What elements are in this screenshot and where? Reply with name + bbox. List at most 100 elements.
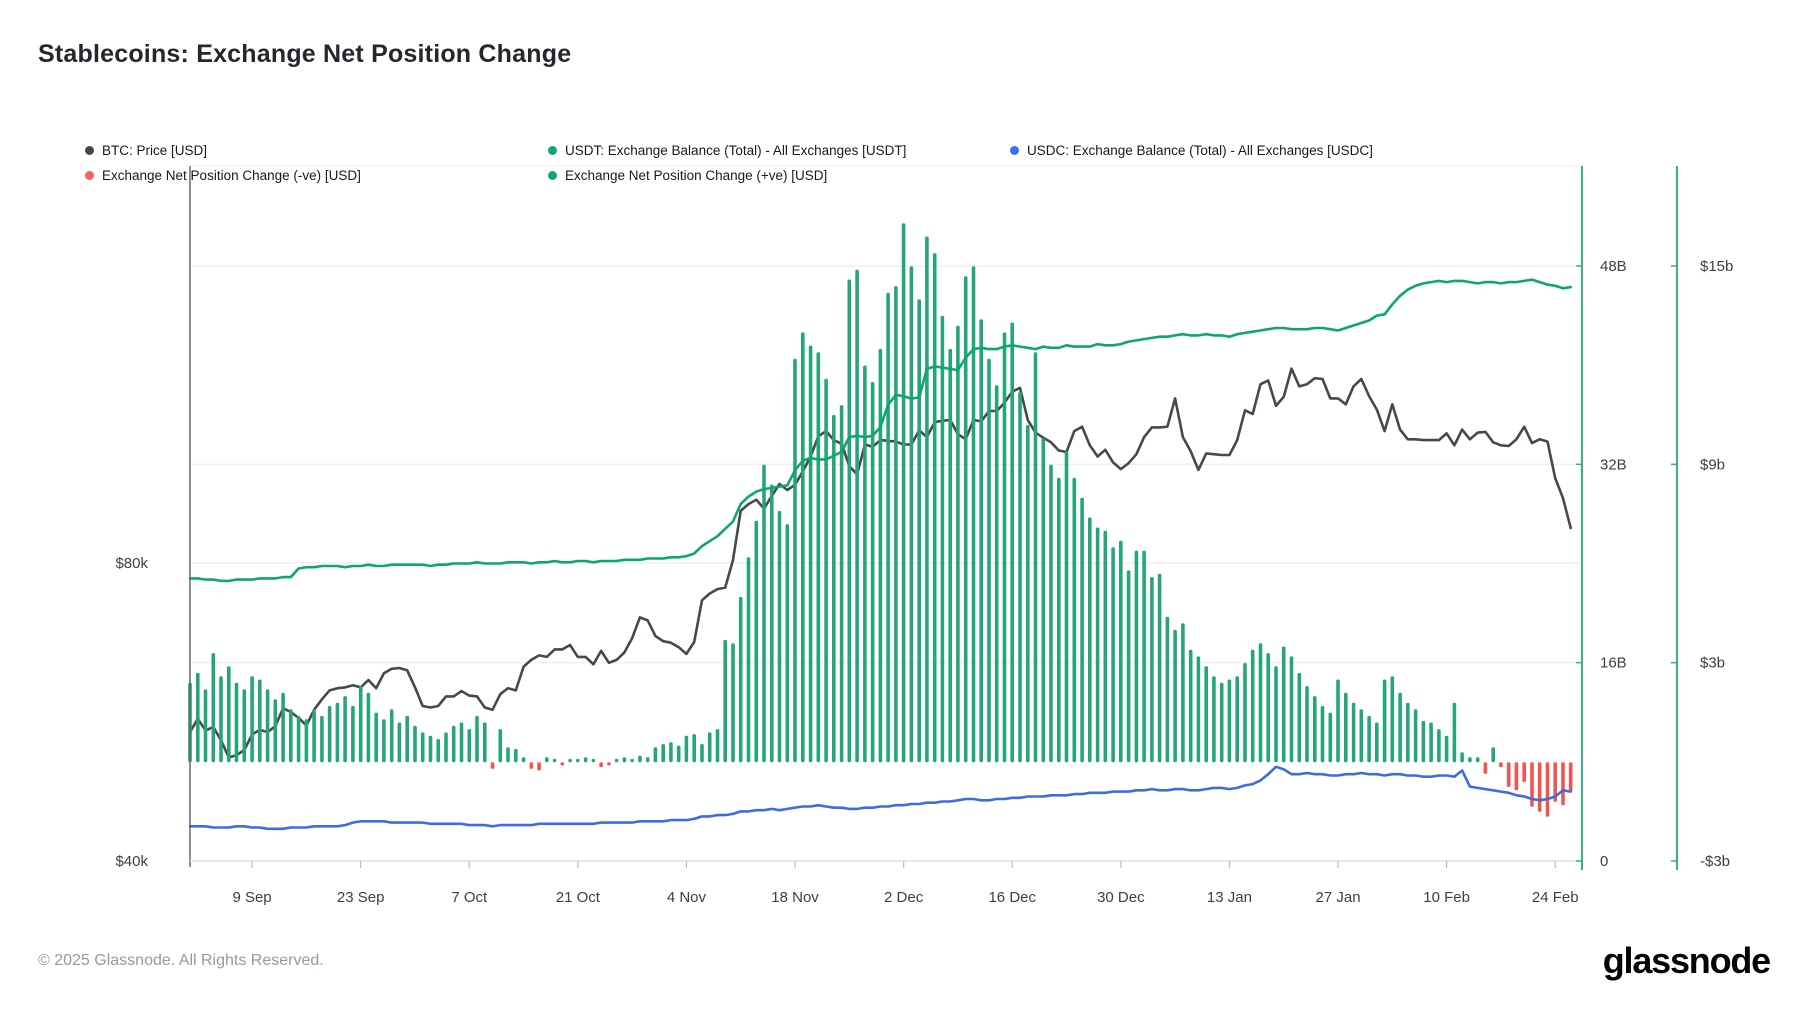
net-position-bar-positive [692,734,696,763]
net-position-bar-positive [475,715,479,763]
net-position-bar-positive [281,692,285,763]
net-position-bar-positive [832,415,836,763]
net-position-bar-positive [196,672,200,763]
net-position-bar-positive [863,365,867,763]
net-position-bar-negative [1499,762,1503,768]
net-position-bar-negative [1561,762,1565,806]
net-position-bar-negative [1545,762,1550,817]
legend-item[interactable]: USDT: Exchange Balance (Total) - All Exc… [548,143,906,158]
net-position-bar-positive [801,332,805,763]
net-position-bar-positive [638,755,642,763]
net-position-bar-positive [1095,527,1100,763]
x-axis-tick-label: 7 Oct [451,889,488,906]
x-axis-tick-label: 9 Sep [232,889,271,906]
net-position-bar-positive [227,666,231,763]
net-position-bar-positive [653,747,658,763]
net-position-bar-positive [428,735,433,763]
net-position-bar-positive [614,758,619,763]
net-position-bar-positive [1204,666,1208,763]
net-position-bar-positive [979,319,983,763]
net-position-bar-positive [312,709,316,763]
net-position-bar-positive [413,725,417,763]
net-position-bar-positive [397,722,402,763]
net-position-bar-positive [1491,747,1495,763]
net-position-bar-positive [552,758,557,763]
net-position-bar-positive [273,699,278,763]
net-position-bar-positive [1359,709,1364,763]
y-axis-flow-label: -$3b [1700,853,1730,870]
x-axis-tick-label: 24 Feb [1532,889,1579,906]
x-axis-tick-label: 16 Dec [988,889,1036,906]
net-position-bar-positive [568,758,572,763]
net-position-bar-positive [1010,322,1014,763]
net-position-bar-positive [878,348,883,763]
net-position-bar-negative [1514,762,1519,791]
net-position-bar-positive [661,744,665,763]
net-position-bar-positive [420,732,425,763]
net-position-bar-positive [1165,616,1170,763]
net-position-bar-positive [1126,570,1131,763]
glassnode-logo: glassnode [1602,940,1771,981]
net-position-bar-negative [490,762,495,769]
net-position-bar-negative [1522,762,1526,782]
net-position-bar-positive [1219,682,1224,763]
y-axis-balance-label: 16B [1600,655,1627,672]
net-position-bar-positive [1452,702,1457,763]
net-position-bar-positive [1235,676,1239,763]
net-position-bar-positive [219,676,223,763]
net-position-bar-positive [1088,517,1092,763]
net-position-bar-positive [1064,451,1069,763]
net-position-bar-positive [211,653,216,763]
net-position-bar-positive [1227,679,1232,763]
net-position-bar-negative [529,762,534,769]
x-axis-tick-label: 23 Sep [337,889,385,906]
net-position-bar-positive [1429,722,1433,763]
net-position-bar-positive [901,223,906,763]
net-position-bar-positive [498,729,503,763]
legend-label: Exchange Net Position Change (-ve) [USD] [102,168,361,183]
net-position-bar-positive [987,358,991,763]
net-position-bar-positive [1475,757,1480,763]
legend-label: USDT: Exchange Balance (Total) - All Exc… [565,143,907,158]
net-position-bar-positive [576,758,580,763]
net-position-bar-negative [537,762,541,771]
legend-item[interactable]: Exchange Net Position Change (+ve) [USD] [548,168,827,183]
y-axis-flow-label: $3b [1700,655,1725,672]
net-position-bar-positive [1281,646,1286,763]
net-position-bar-positive [451,725,456,763]
net-position-bar-positive [374,712,378,763]
net-position-bar-positive [762,464,766,763]
net-position-bar-negative [560,762,565,766]
net-position-bar-positive [1351,702,1356,763]
net-position-bar-positive [389,709,394,763]
net-position-bar-positive [467,729,472,763]
net-position-bar-positive [1313,696,1317,763]
net-position-bar-positive [731,643,735,763]
net-position-bar-positive [265,689,270,763]
net-position-bar-positive [1243,663,1247,763]
net-position-bar-positive [258,679,262,763]
net-position-bar-positive [1072,477,1077,763]
legend-item[interactable]: BTC: Price [USD] [85,143,207,158]
net-position-bar-positive [1250,649,1255,763]
net-position-bar-positive [824,378,828,763]
net-position-bar-positive [1018,391,1022,763]
legend-item[interactable]: USDC: Exchange Balance (Total) - All Exc… [1010,143,1373,158]
net-position-bar-positive [1398,692,1402,763]
net-position-bar-positive [1111,547,1115,763]
net-position-bar-positive [715,729,720,763]
net-position-bar-positive [770,484,774,763]
y-axis-left-label: $40k [115,853,148,870]
net-position-bar-positive [870,382,875,763]
net-position-bar-positive [1258,643,1263,763]
net-position-bar-positive [1460,752,1464,763]
net-position-bar-negative [1568,762,1573,792]
net-position-bar-positive [1297,672,1302,763]
net-position-bar-positive [669,742,673,763]
y-axis-left-label: $80k [115,555,148,572]
net-position-bar-positive [1103,530,1108,763]
net-position-bar-positive [289,709,293,763]
legend-item[interactable]: Exchange Net Position Change (-ve) [USD] [85,168,361,183]
